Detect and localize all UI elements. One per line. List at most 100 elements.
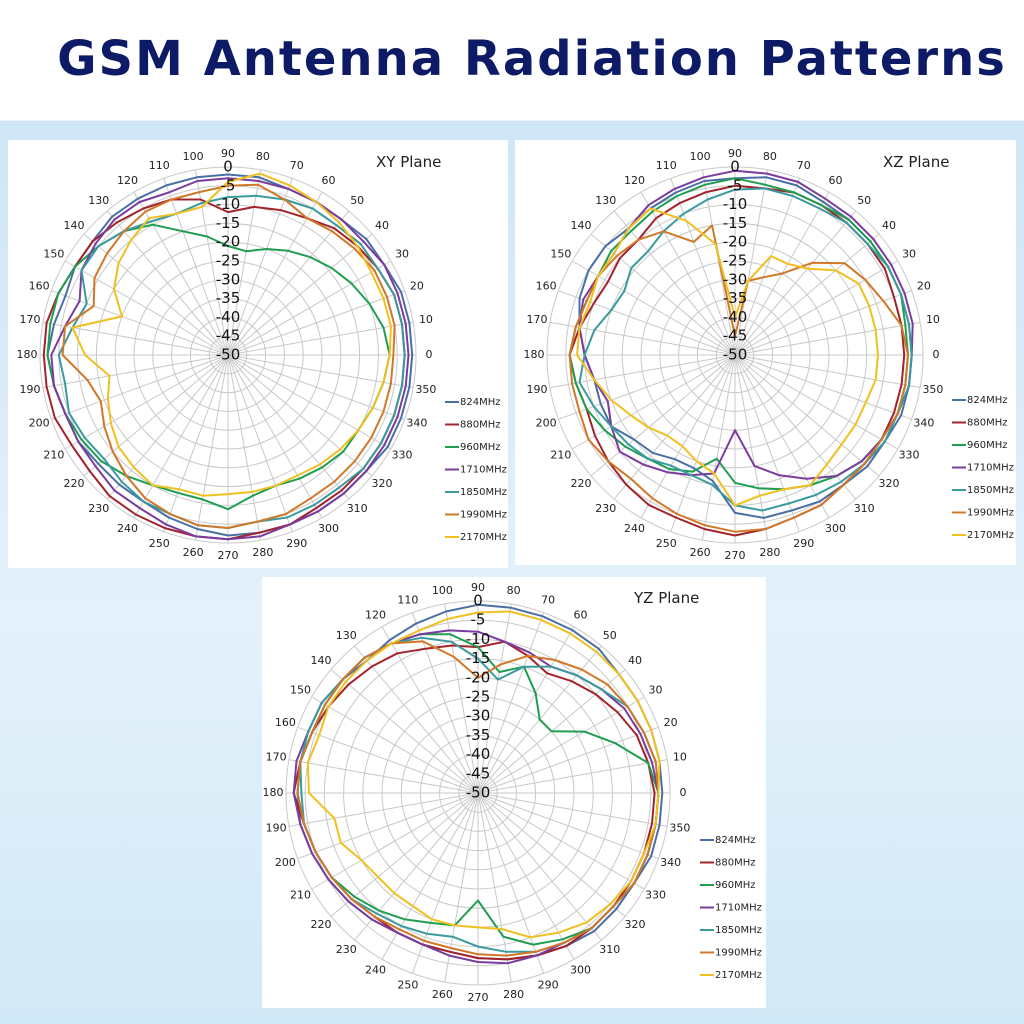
legend-label: 1990MHz bbox=[967, 508, 1014, 519]
angle-label: 40 bbox=[882, 219, 896, 232]
angle-label: 190 bbox=[20, 383, 41, 396]
legend-label: 880MHz bbox=[460, 420, 500, 431]
angle-label: 350 bbox=[922, 383, 943, 396]
grid-spoke bbox=[734, 354, 830, 519]
grid-spoke bbox=[640, 354, 736, 519]
grid-spoke bbox=[227, 354, 323, 519]
grid-spoke bbox=[133, 191, 229, 356]
grid-spoke bbox=[288, 792, 479, 827]
angle-label: 140 bbox=[64, 219, 85, 232]
grid-spoke bbox=[734, 354, 769, 541]
grid-spoke bbox=[477, 792, 659, 860]
grid-spoke bbox=[734, 354, 899, 450]
grid-spoke bbox=[734, 233, 880, 356]
angle-label: 140 bbox=[310, 654, 331, 667]
legend-label: 2170MHz bbox=[967, 530, 1014, 541]
legend-label: 1990MHz bbox=[715, 948, 762, 959]
angle-label: 10 bbox=[419, 313, 433, 326]
radial-label: -40 bbox=[466, 745, 491, 763]
angle-label: 30 bbox=[395, 248, 409, 261]
chart-title: YZ Plane bbox=[633, 589, 699, 607]
angle-label: 100 bbox=[183, 150, 204, 163]
angle-label: 160 bbox=[536, 279, 557, 292]
grid-spoke bbox=[477, 696, 645, 794]
grid-spoke bbox=[734, 354, 800, 532]
grid-spoke bbox=[83, 233, 229, 356]
grid-spoke bbox=[227, 169, 262, 356]
angle-label: 260 bbox=[690, 546, 711, 559]
series-line bbox=[578, 187, 913, 512]
grid-spoke bbox=[330, 669, 479, 794]
grid-spoke bbox=[444, 603, 479, 794]
radial-label: -50 bbox=[216, 346, 241, 364]
angle-label: 60 bbox=[322, 174, 336, 187]
angle-label: 180 bbox=[263, 786, 284, 799]
grid-spoke bbox=[194, 169, 229, 356]
legend-label: 824MHz bbox=[967, 395, 1007, 406]
radial-label: -5 bbox=[221, 176, 236, 194]
grid-spoke bbox=[477, 792, 602, 941]
grid-spoke bbox=[477, 792, 645, 890]
angle-label: 120 bbox=[624, 174, 645, 187]
angle-label: 180 bbox=[17, 348, 38, 361]
grid-spoke bbox=[670, 354, 736, 532]
radial-label: 0 bbox=[473, 592, 483, 610]
angle-label: 20 bbox=[410, 279, 424, 292]
legend-label: 1850MHz bbox=[460, 487, 507, 498]
grid-spoke bbox=[51, 290, 229, 356]
grid-spoke bbox=[477, 612, 545, 794]
legend-label: 2170MHz bbox=[715, 970, 762, 981]
angle-label: 30 bbox=[902, 248, 916, 261]
grid-spoke bbox=[163, 354, 229, 532]
grid-spoke bbox=[444, 792, 479, 983]
angle-label: 280 bbox=[759, 546, 780, 559]
grid-spoke bbox=[734, 321, 921, 356]
grid-spoke bbox=[227, 260, 392, 356]
grid-spoke bbox=[590, 354, 736, 477]
grid-spoke bbox=[734, 354, 921, 389]
grid-spoke bbox=[558, 290, 736, 356]
grid-spoke bbox=[477, 792, 575, 960]
radial-label: -45 bbox=[216, 327, 241, 345]
series-line bbox=[306, 610, 661, 939]
legend-label: 1710MHz bbox=[967, 463, 1014, 474]
radial-label: -5 bbox=[471, 611, 486, 629]
angle-label: 140 bbox=[571, 219, 592, 232]
grid-spoke bbox=[83, 354, 229, 477]
grid-spoke bbox=[106, 354, 229, 500]
angle-label: 210 bbox=[550, 449, 571, 462]
chart-title: XZ Plane bbox=[883, 153, 949, 171]
angle-label: 190 bbox=[266, 822, 287, 835]
angle-label: 170 bbox=[20, 313, 41, 326]
grid-spoke bbox=[227, 354, 414, 389]
angle-label: 220 bbox=[64, 477, 85, 490]
angle-label: 70 bbox=[797, 159, 811, 172]
legend-label: 960MHz bbox=[715, 880, 755, 891]
grid-spoke bbox=[354, 792, 479, 941]
angle-label: 120 bbox=[365, 608, 386, 621]
angle-label: 200 bbox=[275, 856, 296, 869]
angle-label: 130 bbox=[336, 629, 357, 642]
angle-label: 340 bbox=[660, 856, 681, 869]
angle-label: 40 bbox=[628, 654, 642, 667]
grid-spoke bbox=[734, 210, 857, 356]
radial-label: -10 bbox=[466, 630, 491, 648]
grid-spoke bbox=[640, 191, 736, 356]
angle-label: 50 bbox=[350, 194, 364, 207]
radial-label: -5 bbox=[728, 176, 743, 194]
angle-label: 90 bbox=[221, 147, 235, 160]
angle-label: 310 bbox=[854, 502, 875, 515]
grid-spoke bbox=[227, 354, 373, 477]
angle-label: 270 bbox=[218, 549, 239, 562]
angle-label: 220 bbox=[571, 477, 592, 490]
grid-spoke bbox=[297, 726, 479, 794]
angle-label: 10 bbox=[673, 750, 687, 763]
angle-label: 0 bbox=[680, 786, 687, 799]
angle-label: 310 bbox=[599, 943, 620, 956]
angle-label: 250 bbox=[149, 537, 170, 550]
grid-spoke bbox=[311, 696, 479, 794]
grid-spoke bbox=[477, 759, 668, 794]
radial-label: -10 bbox=[216, 195, 241, 213]
angle-label: 280 bbox=[503, 988, 524, 1001]
legend-label: 1710MHz bbox=[460, 465, 507, 476]
